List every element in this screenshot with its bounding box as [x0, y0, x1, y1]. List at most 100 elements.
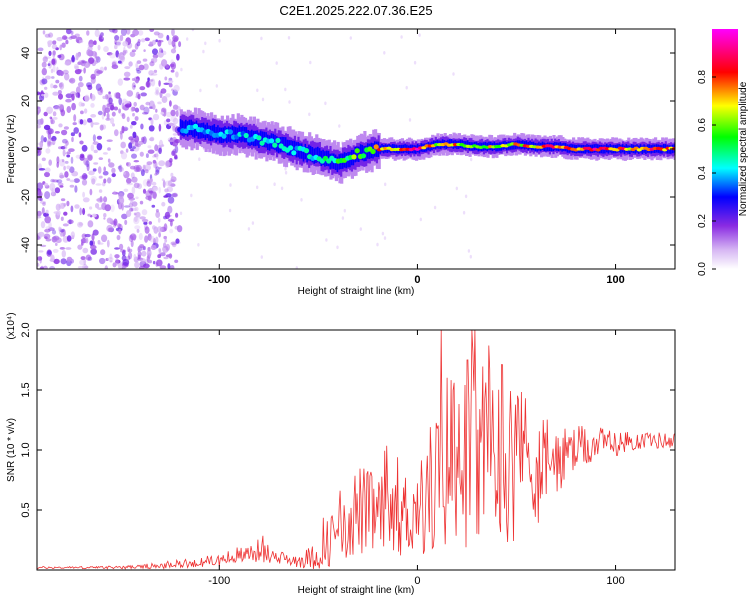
noise-cell [83, 108, 88, 114]
noise-cell [158, 186, 161, 194]
noise-cell [73, 127, 79, 134]
noise-cell [114, 247, 120, 250]
noise-cell [88, 57, 95, 64]
noise-cell [83, 61, 91, 68]
noise-cell [70, 56, 76, 63]
noise-cell [52, 40, 57, 45]
noise-cell [90, 92, 93, 100]
noise-cell [135, 196, 139, 200]
noise-cell [92, 95, 96, 101]
x-tick-label: -100 [208, 274, 230, 286]
noise-cell [158, 147, 162, 155]
ridge-core [192, 123, 199, 129]
noise-cell [37, 210, 42, 217]
noise-cell [114, 44, 118, 50]
noise-cell [50, 68, 54, 74]
noise-cell [58, 226, 61, 232]
noise-cell [48, 227, 55, 231]
noise-cell [175, 110, 179, 117]
noise-cell [169, 228, 174, 234]
noise-cell [104, 265, 108, 269]
noise-cell [63, 126, 69, 130]
ridge-halo [299, 143, 301, 159]
noise-cell [110, 104, 115, 111]
noise-cell [97, 44, 101, 51]
noise-cell [45, 75, 51, 80]
noise-cell [89, 188, 93, 196]
noise-cell [161, 144, 165, 147]
noise-cell [128, 202, 134, 208]
noise-cell [78, 39, 84, 44]
noise-cell [135, 164, 142, 172]
noise-cell [122, 258, 130, 266]
noise-cell [70, 156, 74, 164]
noise-cell [48, 60, 52, 69]
noise-cell [138, 265, 145, 269]
noise-cell [146, 249, 152, 257]
noise-cell [98, 157, 104, 161]
ridge-halo [283, 137, 285, 153]
ridge-halo [356, 146, 358, 162]
noise-cell [42, 202, 46, 206]
noise-cell [39, 197, 43, 202]
noise-cell [49, 183, 56, 191]
speckle-cell [180, 67, 183, 72]
ridge-core [370, 148, 376, 155]
noise-cell [90, 144, 95, 152]
speckle-cell [349, 36, 352, 40]
noise-cell [158, 123, 162, 132]
ridge-halo [306, 147, 308, 163]
noise-cell [70, 30, 74, 35]
speckle-cell [190, 193, 193, 198]
noise-cell [115, 50, 119, 58]
speckle-cell [256, 185, 259, 190]
noise-cell [76, 69, 83, 72]
noise-cell [52, 64, 56, 73]
noise-cell [66, 29, 72, 35]
speckle-cell [260, 255, 263, 259]
noise-cell [43, 137, 47, 143]
noise-cell [51, 138, 56, 146]
noise-cell [66, 256, 73, 262]
noise-cell [52, 117, 58, 120]
snr-multiplier: (x10⁴) [6, 312, 17, 339]
noise-cell [170, 59, 174, 65]
snr-series [37, 330, 675, 570]
ridge-halo [309, 145, 312, 162]
noise-cell [104, 107, 111, 114]
noise-cell [147, 233, 152, 241]
noise-cell [95, 83, 102, 91]
noise-cell [65, 98, 72, 103]
noise-cell [141, 209, 148, 216]
speckle-cell [419, 217, 422, 222]
noise-cell [108, 29, 116, 33]
ridge-halo [359, 144, 362, 160]
noise-cell [161, 96, 168, 103]
noise-cell [51, 229, 57, 235]
noise-cell [44, 228, 51, 233]
noise-cell [106, 52, 113, 56]
ridge-halo [322, 149, 324, 166]
noise-cell [77, 61, 82, 65]
speckle-cell [469, 254, 472, 259]
noise-cell [68, 148, 75, 153]
noise-cell [96, 143, 103, 151]
ridge-halo [185, 119, 187, 136]
noise-cell [87, 213, 91, 217]
noise-cell [95, 198, 102, 202]
noise-cell [79, 154, 85, 161]
noise-cell [110, 204, 115, 213]
noise-cell [52, 248, 59, 253]
noise-cell [69, 179, 75, 183]
noise-cell [145, 153, 149, 159]
ridge-core [269, 138, 275, 144]
noise-cell [78, 75, 83, 82]
noise-cell [60, 109, 66, 117]
noise-cell [43, 124, 51, 131]
noise-cell [170, 241, 177, 246]
noise-cell [148, 70, 154, 76]
noise-cell [92, 168, 97, 172]
noise-cell [97, 166, 102, 174]
noise-cell [77, 221, 83, 228]
speckle-cell [228, 208, 232, 213]
